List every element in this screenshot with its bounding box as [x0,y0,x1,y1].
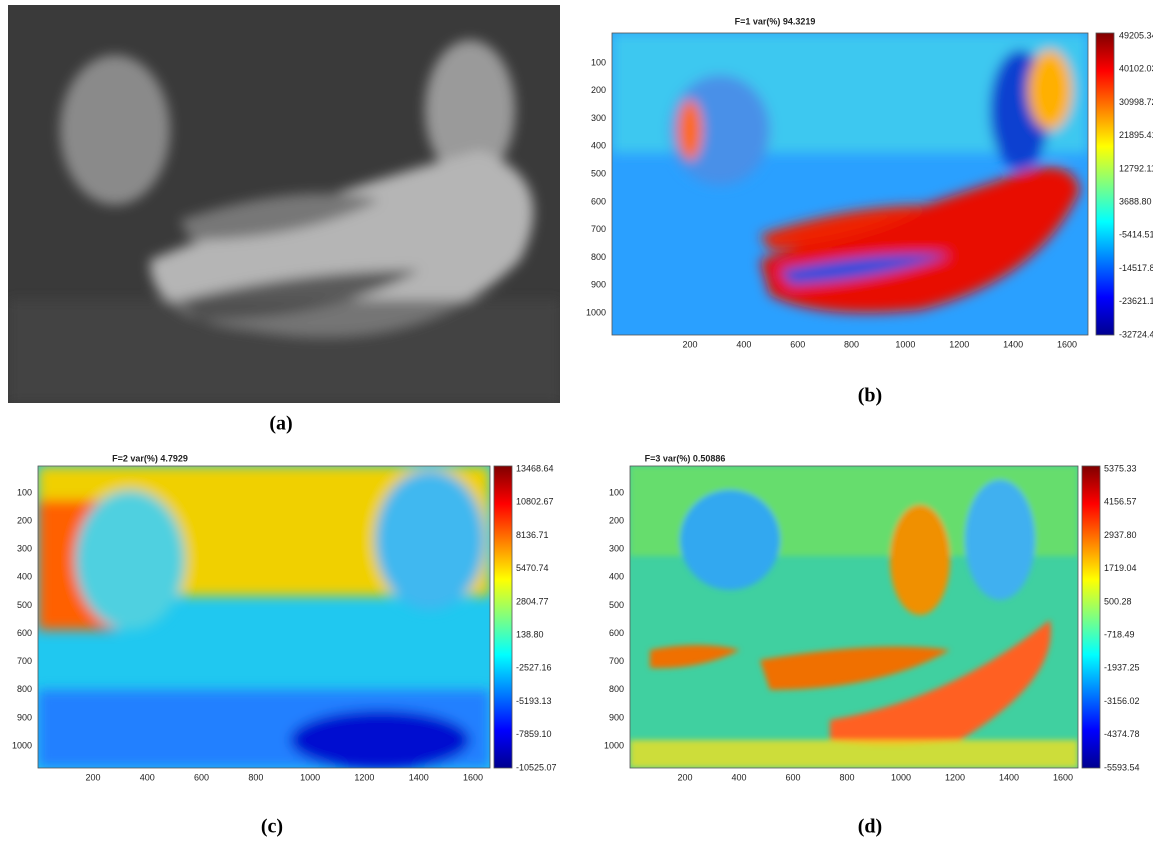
y-tick-label: 400 [591,141,606,151]
y-tick-label: 1000 [604,740,624,750]
colorbar-label: 13468.64 [516,463,554,473]
x-tick-label: 1600 [463,772,483,782]
caption: (d) [858,816,882,838]
x-tick-label: 1600 [1057,339,1077,349]
colorbar-label: -7859.10 [516,729,552,739]
y-tick-label: 200 [17,515,32,525]
colorbar-label: -5593.54 [1104,762,1140,772]
y-tick-label: 400 [609,572,624,582]
x-tick-label: 1400 [999,772,1019,782]
colorbar-label: 49205.34 [1119,30,1153,40]
x-tick-label: 600 [790,339,805,349]
y-tick-label: 1000 [12,740,32,750]
colorbar-label: 8136.71 [516,530,549,540]
caption: (a) [269,413,292,435]
x-tick-label: 200 [85,772,100,782]
y-tick-label: 600 [17,628,32,638]
y-tick-label: 900 [17,712,32,722]
x-tick-label: 200 [677,772,692,782]
y-tick-label: 600 [591,196,606,206]
colorbar-label: -4374.78 [1104,729,1140,739]
y-tick-label: 200 [591,85,606,95]
y-tick-label: 300 [591,113,606,123]
x-tick-label: 600 [785,772,800,782]
colorbar-label: 138.80 [516,629,544,639]
y-tick-label: 100 [591,57,606,67]
x-tick-label: 800 [248,772,263,782]
x-tick-label: 400 [140,772,155,782]
y-tick-label: 400 [17,572,32,582]
colorbar-label: -5414.51 [1119,230,1153,240]
colorbar-label: 500.28 [1104,596,1132,606]
y-tick-label: 300 [17,544,32,554]
panel-title: F=3 var(%) 0.50886 [645,453,726,463]
x-tick-label: 600 [194,772,209,782]
x-tick-label: 1400 [409,772,429,782]
x-tick-label: 200 [682,339,697,349]
colorbar [494,466,512,768]
x-tick-label: 1200 [945,772,965,782]
y-tick-label: 500 [17,600,32,610]
y-tick-label: 600 [609,628,624,638]
heatmap-image [630,466,1078,768]
colorbar-label: 12792.11 [1119,163,1153,173]
colorbar-label: 5470.74 [516,563,549,573]
colorbar [1082,466,1100,768]
y-tick-label: 800 [591,252,606,262]
heatmap-image [38,466,490,770]
x-tick-label: 1200 [949,339,969,349]
grayscale-image [8,5,560,403]
y-tick-label: 100 [17,487,32,497]
x-tick-label: 800 [844,339,859,349]
y-tick-label: 800 [609,684,624,694]
x-tick-label: 1000 [895,339,915,349]
y-tick-label: 900 [591,280,606,290]
colorbar-label: -14517.82 [1119,263,1153,273]
colorbar-label: -5193.13 [516,696,552,706]
colorbar-label: 4156.57 [1104,497,1137,507]
panel-title: F=2 var(%) 4.7929 [112,453,188,463]
colorbar-label: -10525.07 [516,762,557,772]
x-tick-label: 1200 [354,772,374,782]
colorbar-label: 10802.67 [516,497,554,507]
x-tick-label: 1000 [300,772,320,782]
y-tick-label: 700 [17,656,32,666]
y-tick-label: 200 [609,515,624,525]
colorbar-label: 2804.77 [516,596,549,606]
colorbar-label: -23621.12 [1119,296,1153,306]
y-tick-label: 700 [591,224,606,234]
colorbar-label: -1937.25 [1104,663,1140,673]
x-tick-label: 400 [731,772,746,782]
colorbar-label: 3688.80 [1119,196,1152,206]
y-tick-label: 700 [609,656,624,666]
colorbar-label: 1719.04 [1104,563,1137,573]
y-tick-label: 100 [609,487,624,497]
y-tick-label: 1000 [586,307,606,317]
colorbar-label: -32724.43 [1119,329,1153,339]
x-tick-label: 1400 [1003,339,1023,349]
x-tick-label: 400 [736,339,751,349]
x-tick-label: 800 [839,772,854,782]
x-tick-label: 1600 [1053,772,1073,782]
caption: (c) [261,816,283,838]
caption: (b) [858,385,882,407]
y-tick-label: 900 [609,712,624,722]
colorbar-label: -3156.02 [1104,696,1140,706]
colorbar [1096,33,1114,335]
y-tick-label: 800 [17,684,32,694]
colorbar-label: 40102.03 [1119,64,1153,74]
colorbar-label: 5375.33 [1104,463,1137,473]
panel-title: F=1 var(%) 94.3219 [735,16,816,26]
y-tick-label: 500 [591,168,606,178]
figure: (a) [0,0,1153,841]
colorbar-label: 21895.41 [1119,130,1153,140]
colorbar-label: -718.49 [1104,629,1135,639]
colorbar-label: -2527.16 [516,663,552,673]
heatmap-image [612,33,1088,335]
y-tick-label: 300 [609,544,624,554]
colorbar-label: 2937.80 [1104,530,1137,540]
y-tick-label: 500 [609,600,624,610]
colorbar-label: 30998.72 [1119,97,1153,107]
x-tick-label: 1000 [891,772,911,782]
